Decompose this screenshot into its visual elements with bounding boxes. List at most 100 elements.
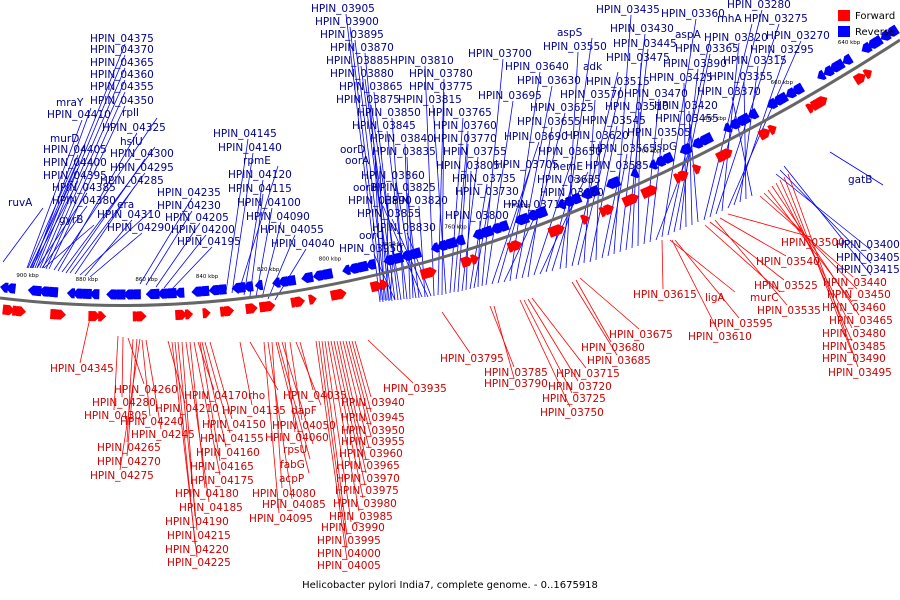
forward-gene-label: HPIN_04345 bbox=[50, 363, 114, 375]
forward-gene-label: HPIN_04180 bbox=[175, 488, 239, 500]
label-connector bbox=[688, 110, 693, 226]
reverse-gene-label: HPIN_04140 bbox=[218, 142, 282, 154]
reverse-gene-label: HPIN_03860 bbox=[361, 170, 425, 182]
label-connector bbox=[763, 192, 858, 290]
label-connector bbox=[779, 169, 872, 264]
label-connector bbox=[171, 341, 198, 558]
reverse-gene-arrow bbox=[33, 286, 42, 297]
forward-gene-label: HPIN_04050 bbox=[272, 420, 336, 432]
label-connector bbox=[261, 221, 282, 299]
reverse-gene-label: HPIN_03855 bbox=[357, 208, 421, 220]
label-connector bbox=[295, 341, 322, 406]
label-connector bbox=[491, 141, 540, 285]
label-connector bbox=[249, 341, 279, 391]
reverse-gene-label: HPIN_04380 bbox=[52, 195, 116, 207]
label-connector bbox=[336, 340, 367, 474]
label-connector bbox=[26, 119, 83, 269]
forward-gene-arrow bbox=[625, 193, 639, 206]
reverse-gene-label: rplI bbox=[122, 107, 139, 119]
reverse-gene-label: HPIN_03625 bbox=[530, 102, 594, 114]
reverse-gene-label: HPIN_03425 bbox=[649, 72, 713, 84]
forward-gene-label: fabG bbox=[280, 459, 305, 471]
reverse-gene-label: HPIN_03275 bbox=[744, 13, 808, 25]
label-connector bbox=[829, 151, 884, 186]
label-connector bbox=[731, 96, 753, 197]
label-connector bbox=[141, 339, 151, 417]
label-connector bbox=[503, 209, 539, 283]
label-connector bbox=[79, 317, 91, 364]
position-ticks: 640 kbp 660 kbp 680 kbp 700 kbp 720 kbp 740 k… bbox=[16, 40, 860, 283]
label-connector bbox=[583, 99, 596, 264]
reverse-gene-arrow bbox=[106, 289, 117, 300]
label-connector-lines bbox=[2, 9, 884, 561]
reverse-gene-label: HPIN_03695 bbox=[478, 90, 542, 102]
label-connector bbox=[185, 341, 210, 503]
reverse-gene-arrow bbox=[324, 268, 334, 279]
tick-label: 820 kbp bbox=[257, 267, 280, 273]
reverse-gene-label: HPIN_03765 bbox=[428, 107, 492, 119]
label-connector bbox=[345, 340, 372, 437]
legend-forward-swatch bbox=[838, 10, 850, 21]
reverse-gene-label: HPIN_04385 bbox=[52, 182, 116, 194]
label-connector bbox=[579, 277, 640, 330]
label-connector bbox=[333, 340, 366, 486]
label-connector bbox=[465, 170, 472, 291]
label-connector bbox=[709, 9, 763, 218]
label-connector bbox=[449, 117, 464, 294]
reverse-gene-label: HPIN_04400 bbox=[43, 157, 107, 169]
forward-gene-label: HPIN_03680 bbox=[581, 342, 645, 354]
reverse-gene-label: HPIN_03825 bbox=[372, 182, 436, 194]
reverse-gene-arrow bbox=[661, 151, 675, 164]
reverse-gene-arrow bbox=[365, 258, 377, 270]
label-connector bbox=[145, 210, 193, 286]
reverse-gene-arrow bbox=[151, 288, 160, 299]
label-connector bbox=[661, 18, 697, 238]
tick-label: 780 kbp bbox=[381, 242, 404, 248]
label-connector bbox=[589, 125, 618, 263]
forward-gene-arrow bbox=[369, 281, 383, 293]
reverse-gene-label: HPIN_03730 bbox=[455, 186, 519, 198]
reverse-gene-arrow bbox=[128, 289, 141, 300]
label-connector bbox=[527, 126, 553, 278]
forward-gene-arrow bbox=[460, 256, 473, 268]
forward-gene-label: rho bbox=[248, 390, 265, 402]
reverse-gene-label: HPIN_03505 bbox=[627, 127, 691, 139]
reverse-gene-arrow bbox=[779, 91, 789, 102]
forward-gene-label: HPIN_04170 bbox=[184, 390, 248, 402]
reverse-gene-label: HPIN_03510 bbox=[605, 101, 669, 113]
label-connector bbox=[29, 167, 79, 269]
tick-label: 660 kbp bbox=[771, 80, 794, 86]
label-connector bbox=[167, 340, 186, 404]
forward-gene-arrow bbox=[602, 204, 614, 216]
forward-gene-label: HPIN_03995 bbox=[317, 535, 381, 547]
label-connector bbox=[577, 86, 622, 266]
forward-gene-label: HPIN_03955 bbox=[341, 436, 405, 448]
forward-gene-label: HPIN_04280 bbox=[92, 397, 156, 409]
reverse-gene-label: HPIN_03585 bbox=[585, 160, 649, 172]
label-connector bbox=[321, 340, 348, 536]
label-connector bbox=[48, 105, 126, 270]
label-connector bbox=[519, 299, 571, 408]
reverse-gene-label: HPIN_03840 bbox=[370, 133, 434, 145]
reverse-gene-arrow bbox=[557, 198, 567, 210]
label-connector bbox=[201, 341, 227, 448]
reverse-gene-label: HPIN_03780 bbox=[409, 68, 473, 80]
reverse-gene-label: HPIN_04295 bbox=[110, 162, 174, 174]
forward-gene-label: HPIN_03965 bbox=[336, 460, 400, 472]
label-connector bbox=[126, 338, 138, 457]
forward-gene-arrow bbox=[677, 170, 689, 182]
forward-gene-label: HPIN_03525 bbox=[754, 280, 818, 292]
forward-gene-arrow bbox=[757, 128, 771, 141]
forward-gene-label: HPIN_03485 bbox=[822, 341, 886, 353]
reverse-gene-label: hslU bbox=[120, 136, 143, 148]
forward-gene-label: acpP bbox=[279, 473, 304, 485]
forward-gene-label: murC bbox=[750, 292, 779, 304]
reverse-gene-arrow bbox=[72, 288, 83, 299]
forward-gene-label: HPIN_03950 bbox=[341, 425, 405, 437]
reverse-gene-arrow bbox=[359, 260, 369, 272]
reverse-gene-label: HPIN_03900 bbox=[315, 16, 379, 28]
reverse-gene-label: HPIN_03550 bbox=[543, 41, 607, 53]
reverse-gene-label: oorA bbox=[345, 155, 370, 167]
reverse-gene-label: HPIN_03435 bbox=[596, 4, 660, 16]
